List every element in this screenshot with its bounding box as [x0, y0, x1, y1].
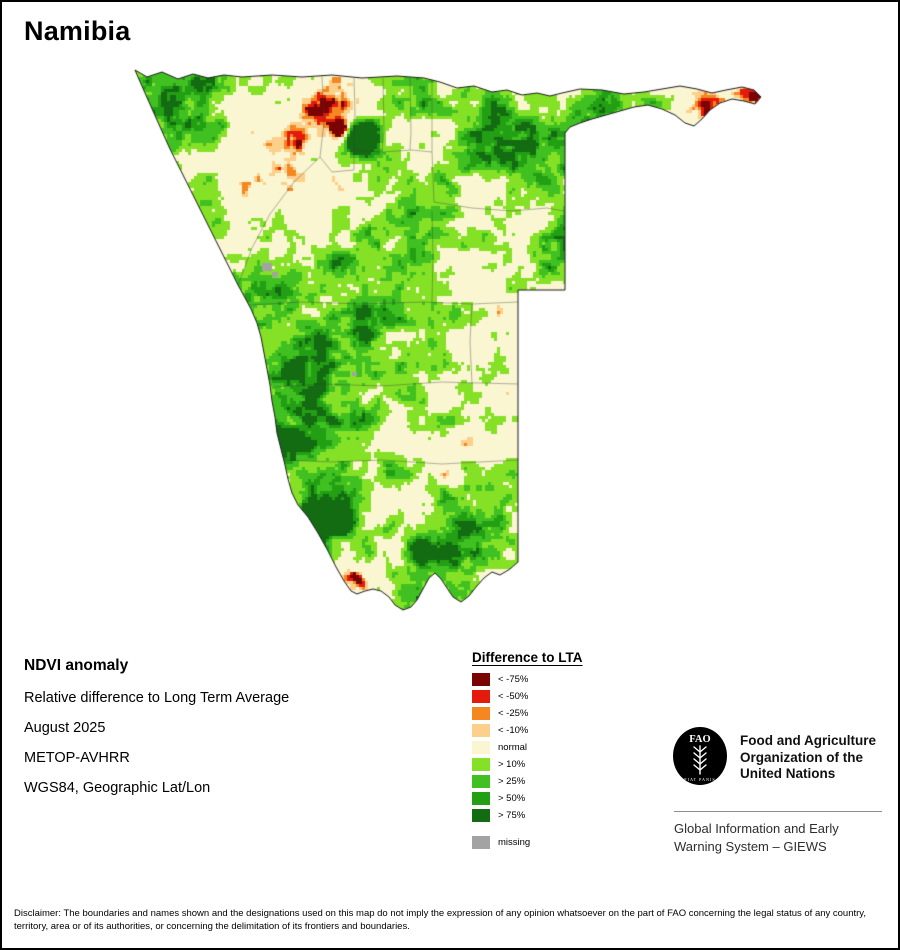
- legend-item: < -25%: [472, 707, 583, 720]
- legend-item: < -10%: [472, 724, 583, 737]
- info-sensor: METOP-AVHRR: [24, 750, 130, 766]
- legend-label: > 75%: [498, 810, 526, 821]
- legend-label: < -75%: [498, 674, 529, 685]
- legend-label: < -10%: [498, 725, 529, 736]
- fao-logo-motto: FIAT PANIS: [684, 777, 716, 782]
- legend-label: missing: [498, 837, 531, 848]
- legend-swatch: [472, 690, 490, 703]
- map-info-block: NDVI anomaly Relative difference to Long…: [24, 657, 464, 810]
- legend-swatch: [472, 775, 490, 788]
- page-title: Namibia: [24, 16, 131, 46]
- legend-swatch: [472, 741, 490, 754]
- info-projection: WGS84, Geographic Lat/Lon: [24, 780, 211, 796]
- info-subtitle: Relative difference to Long Term Average: [24, 690, 290, 706]
- legend-swatch: [472, 724, 490, 737]
- legend-item: < -75%: [472, 673, 583, 686]
- fao-logo-acronym: FAO: [689, 734, 710, 745]
- wheat-ear-icon: [693, 745, 707, 775]
- legend-item-missing: missing: [472, 836, 583, 849]
- disclaimer-text: Disclaimer: The boundaries and names sho…: [14, 908, 866, 933]
- legend-label: > 10%: [498, 759, 526, 770]
- legend-item: > 50%: [472, 792, 583, 805]
- legend-item: > 75%: [472, 809, 583, 822]
- legend-swatch: [472, 792, 490, 805]
- legend-label: < -50%: [498, 691, 529, 702]
- info-heading: NDVI anomaly: [24, 657, 129, 674]
- legend-item: normal: [472, 741, 583, 754]
- legend-label: normal: [498, 742, 528, 753]
- legend-item: > 10%: [472, 758, 583, 771]
- legend-label: > 50%: [498, 793, 526, 804]
- legend-swatch: [472, 707, 490, 720]
- legend-swatch: [472, 673, 490, 686]
- legend-label: < -25%: [498, 708, 529, 719]
- legend-title: Difference to LTA: [472, 650, 583, 665]
- legend-swatch: [472, 758, 490, 771]
- fao-divider: [674, 811, 882, 812]
- legend-label: > 25%: [498, 776, 526, 787]
- giews-label: Global Information and Early Warning Sys…: [674, 821, 839, 854]
- fao-logo: FAO FIAT PANIS: [673, 727, 727, 785]
- fao-org-name: Food and Agriculture Organization of the…: [740, 733, 876, 782]
- legend-swatch: [472, 809, 490, 822]
- legend-swatch-missing: [472, 836, 490, 849]
- legend-item: < -50%: [472, 690, 583, 703]
- info-date: August 2025: [24, 720, 106, 736]
- legend-item: > 25%: [472, 775, 583, 788]
- legend: Difference to LTA < -75% < -50% < -25% <…: [472, 650, 583, 853]
